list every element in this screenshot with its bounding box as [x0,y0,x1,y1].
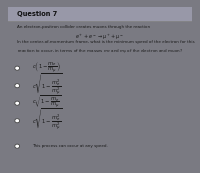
Text: $e^+ + e^-  \rightarrow \mu^+ + \mu^-$: $e^+ + e^- \rightarrow \mu^+ + \mu^-$ [75,32,125,42]
FancyBboxPatch shape [8,7,192,21]
Circle shape [15,119,20,123]
Text: Question 7: Question 7 [17,11,57,17]
Text: In the center-of-momentum frame, what is the minimum speed of the electron for t: In the center-of-momentum frame, what is… [17,40,195,56]
Text: $c\sqrt{1 - \dfrac{m_e^2}{m_\mu^2}}$: $c\sqrt{1 - \dfrac{m_e^2}{m_\mu^2}}$ [32,72,62,98]
Text: This process can occur at any speed.: This process can occur at any speed. [32,144,108,148]
Circle shape [15,66,20,70]
Text: An electron-positron collider creates muons through the reaction: An electron-positron collider creates mu… [17,25,150,29]
Circle shape [15,101,20,105]
Text: $c\sqrt{1 - \dfrac{m_e^2}{m_\mu^2}}$: $c\sqrt{1 - \dfrac{m_e^2}{m_\mu^2}}$ [32,107,62,133]
Circle shape [15,84,20,88]
Text: $c\left(1 - \dfrac{m_e}{m_\mu}\right)$: $c\left(1 - \dfrac{m_e}{m_\mu}\right)$ [32,60,61,75]
Circle shape [15,144,20,148]
Text: $c\sqrt{1 - \dfrac{m_e}{m_\mu}}$: $c\sqrt{1 - \dfrac{m_e}{m_\mu}}$ [32,94,61,111]
